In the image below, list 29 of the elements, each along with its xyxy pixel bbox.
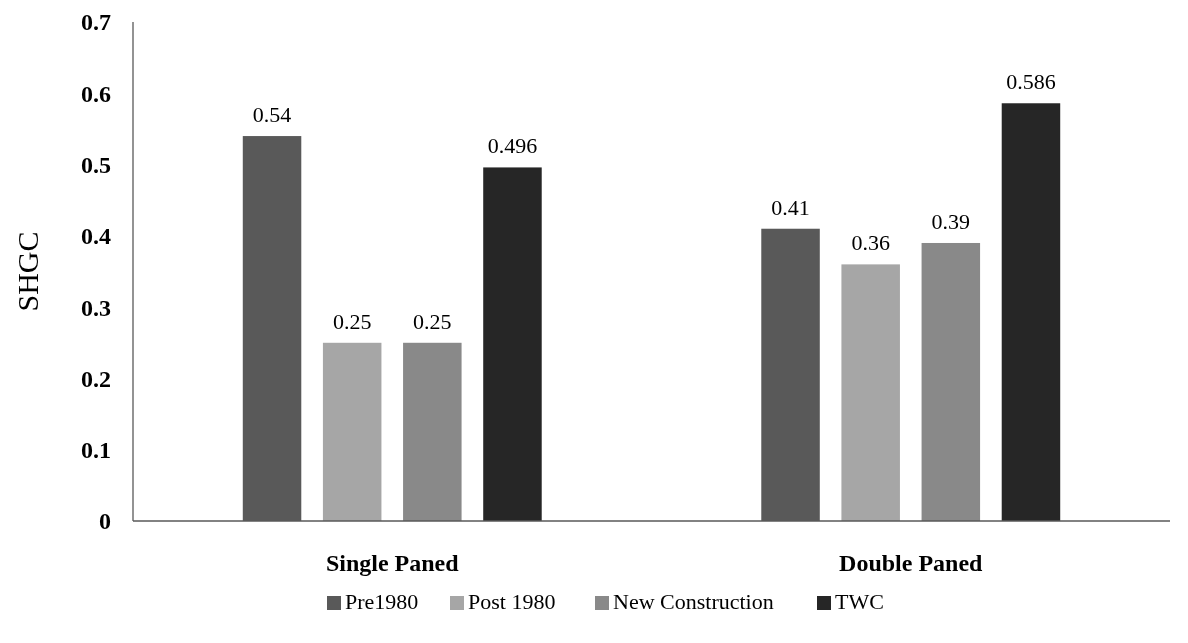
legend-label: Pre1980 xyxy=(345,589,419,614)
data-label: 0.54 xyxy=(252,102,292,128)
x-tick-label: Single Paned xyxy=(325,550,460,576)
data-label: 0.586 xyxy=(1006,69,1056,95)
y-tick-label: 0.4 xyxy=(81,223,111,250)
y-tick-label: 0.6 xyxy=(81,80,111,107)
y-tick-label: 0.1 xyxy=(81,437,111,464)
y-axis-title: SHGC xyxy=(11,231,44,312)
data-label: 0.36 xyxy=(851,230,890,256)
bar xyxy=(1001,103,1061,521)
bar xyxy=(483,167,542,521)
data-label: 0.25 xyxy=(413,308,452,334)
bar xyxy=(322,342,382,521)
data-label: 0.39 xyxy=(931,208,971,234)
data-label: 0.25 xyxy=(332,308,372,334)
y-tick-label: 0.3 xyxy=(81,294,111,321)
data-label: 0.41 xyxy=(771,194,810,220)
legend-label: Post 1980 xyxy=(468,589,556,614)
legend-label: New Construction xyxy=(613,589,774,614)
y-tick-label: 0.7 xyxy=(81,9,111,36)
bar xyxy=(403,342,462,521)
data-label: 0.496 xyxy=(487,133,538,159)
y-tick-label: 0.2 xyxy=(81,365,111,392)
bar xyxy=(841,264,900,521)
x-tick-label: Double Paned xyxy=(839,550,984,576)
y-tick-label: 0.5 xyxy=(81,151,111,178)
y-tick-label: 0 xyxy=(99,508,111,535)
bar xyxy=(921,242,981,521)
legend-label: TWC xyxy=(835,589,884,614)
